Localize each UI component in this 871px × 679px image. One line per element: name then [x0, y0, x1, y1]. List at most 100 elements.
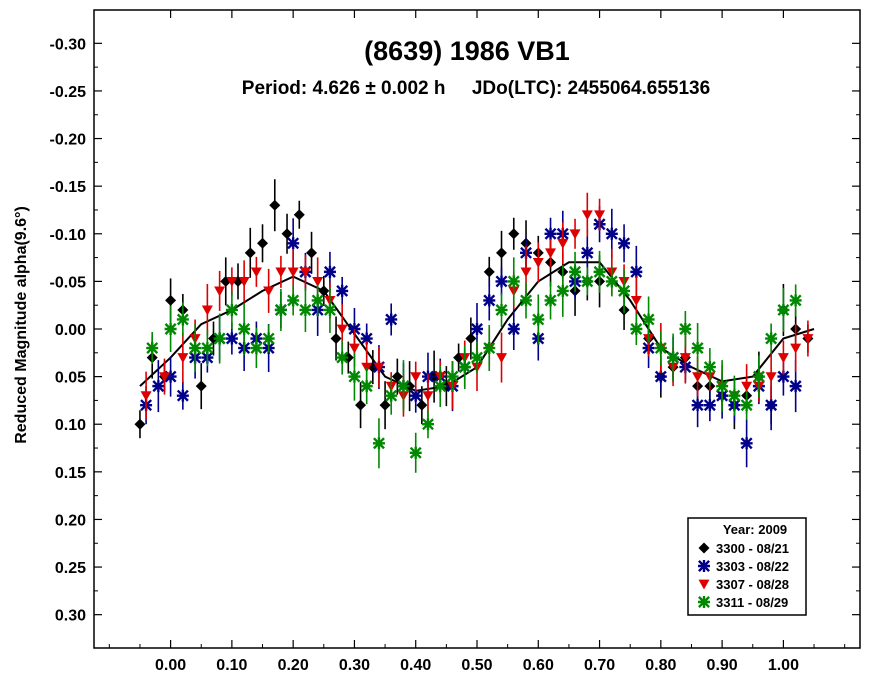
legend-label: 3300 - 08/21	[716, 541, 789, 556]
y-tick-label: -0.30	[50, 36, 87, 53]
diamond-marker	[318, 285, 330, 297]
triangle-marker	[158, 372, 170, 383]
data-point	[250, 267, 262, 278]
asterisk-marker	[262, 332, 275, 345]
y-axis-label: Reduced Magnitude alpha(9.6°)	[13, 206, 30, 444]
data-point	[691, 342, 704, 355]
data-point	[569, 265, 582, 278]
triangle-marker	[545, 248, 557, 259]
asterisk-marker	[385, 389, 398, 402]
data-point	[789, 380, 802, 393]
data-point	[299, 267, 311, 278]
data-point	[605, 275, 618, 288]
data-point	[691, 399, 704, 412]
asterisk-marker	[507, 323, 520, 335]
diamond-marker	[391, 371, 403, 383]
triangle-marker	[214, 286, 226, 297]
data-point	[790, 343, 802, 354]
data-point	[532, 313, 545, 326]
data-point	[642, 313, 655, 326]
triangle-marker	[410, 372, 422, 383]
triangle-marker	[692, 372, 704, 383]
data-point	[238, 323, 251, 335]
legend-label: 3303 - 08/22	[716, 559, 789, 574]
data-point	[360, 332, 373, 345]
data-point	[532, 257, 544, 268]
triangle-marker	[177, 353, 189, 364]
data-point	[556, 284, 569, 297]
data-point	[281, 228, 293, 240]
asterisk-marker	[667, 351, 680, 364]
diamond-marker	[134, 418, 146, 430]
asterisk-marker	[164, 323, 177, 335]
asterisk-marker	[176, 313, 189, 326]
data-point	[379, 399, 391, 411]
data-point	[275, 267, 287, 278]
triangle-marker	[630, 296, 642, 306]
triangle-marker	[777, 353, 789, 364]
asterisk-marker	[618, 237, 631, 250]
diamond-marker	[483, 266, 495, 278]
data-point	[777, 303, 790, 316]
data-point	[752, 370, 765, 383]
asterisk-marker	[176, 389, 189, 402]
legend-title: Year: 2009	[723, 522, 787, 537]
asterisk-marker	[703, 399, 716, 412]
asterisk-marker	[703, 361, 716, 374]
data-point	[225, 303, 238, 316]
asterisk-marker	[471, 323, 483, 335]
data-point	[765, 399, 778, 412]
asterisk-marker	[409, 446, 422, 459]
asterisk-marker	[213, 332, 226, 345]
data-point	[360, 380, 373, 393]
asterisk-marker	[752, 370, 765, 383]
triangle-marker	[698, 579, 710, 590]
x-tick-label: 1.00	[768, 657, 799, 674]
data-point	[679, 353, 691, 364]
asterisk-marker	[630, 265, 643, 278]
asterisk-marker	[348, 323, 361, 335]
data-point	[544, 294, 557, 307]
diamond-marker	[244, 247, 256, 259]
data-point	[262, 332, 275, 345]
diamond-marker	[355, 399, 367, 411]
data-point	[777, 370, 790, 383]
data-point	[201, 342, 214, 355]
data-point	[238, 276, 250, 287]
data-point	[330, 333, 342, 345]
asterisk-marker	[698, 560, 710, 572]
data-point	[146, 342, 159, 355]
data-point	[471, 323, 483, 335]
data-point	[134, 418, 146, 430]
data-point	[213, 332, 226, 345]
data-point	[189, 342, 202, 355]
data-point	[152, 380, 165, 393]
data-point	[557, 238, 569, 249]
data-point	[581, 210, 593, 221]
x-tick-label: 0.60	[523, 657, 554, 674]
data-point	[416, 399, 428, 411]
data-point	[214, 286, 226, 297]
asterisk-marker	[287, 237, 300, 250]
triangle-marker	[581, 210, 593, 221]
asterisk-marker	[605, 227, 618, 240]
asterisk-marker	[495, 303, 508, 316]
data-point	[483, 266, 495, 278]
triangle-marker	[569, 229, 581, 240]
x-tick-label: 0.80	[645, 657, 676, 674]
data-point	[495, 303, 508, 316]
x-tick-label: 0.10	[216, 657, 247, 674]
triangle-marker	[336, 324, 348, 335]
asterisk-marker	[605, 275, 618, 288]
triangle-marker	[765, 372, 777, 383]
asterisk-marker	[323, 303, 336, 316]
diamond-marker	[496, 247, 508, 259]
data-point	[250, 342, 263, 355]
triangle-marker	[299, 267, 311, 278]
data-point	[306, 247, 318, 259]
asterisk-marker	[274, 303, 287, 316]
legend-marker	[698, 560, 710, 572]
data-point	[630, 296, 642, 306]
triangle-marker	[238, 276, 250, 287]
